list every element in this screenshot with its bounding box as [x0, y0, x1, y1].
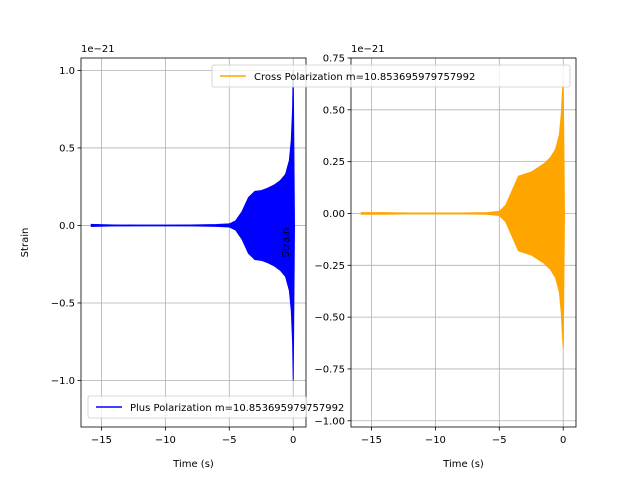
x-axis-label: Time (s): [442, 459, 484, 470]
y-tick-label: 0.5: [59, 143, 75, 154]
y-tick-label: 1.0: [59, 66, 75, 77]
y-ticks: −1.0 −0.5 0.0 0.5 1.0: [51, 66, 81, 387]
legend: Plus Polarization m=10.853695979757992: [87, 395, 344, 419]
x-tick-label: 0: [560, 435, 566, 446]
y-tick-label: −1.0: [51, 376, 75, 387]
axes-frame: [80, 57, 307, 428]
x-tick-label: −15: [361, 435, 382, 446]
y-tick-label: 0.75: [323, 54, 345, 65]
legend-box: [211, 64, 571, 88]
x-ticks: −15 −10 −5 0: [361, 427, 566, 446]
plus-polarization-axes: −15 −10 −5 0 −1.0 −0.5 0.0 0.5 1.0 Time (s) Str…: [20, 44, 344, 470]
y-tick-label: 0.25: [323, 157, 345, 168]
x-tick-label: −10: [425, 435, 446, 446]
legend-label-cross: Cross Polarization m=10.853695979757992: [254, 72, 475, 83]
x-tick-label: −15: [91, 435, 112, 446]
y-tick-label: 0.50: [323, 105, 345, 116]
y-axis-label: Strain: [20, 228, 31, 258]
y-axis-label: Strain: [281, 228, 292, 258]
y-tick-label: 0.0: [59, 221, 75, 232]
x-tick-label: −10: [155, 435, 176, 446]
y-tick-label: −1.00: [314, 416, 345, 427]
axes-frame: [350, 57, 577, 428]
y-ticks: −1.00 −0.75 −0.50 −0.25 0.00 0.25 0.50 0.75: [314, 54, 351, 427]
y-tick-label: −0.75: [314, 364, 345, 375]
y-offset-text: 1e−21: [351, 44, 385, 55]
x-axis-label: Time (s): [172, 459, 214, 470]
y-tick-label: −0.50: [314, 313, 345, 324]
x-tick-label: −5: [222, 435, 237, 446]
plot-area: [360, 78, 565, 349]
legend-box: [87, 395, 307, 419]
x-tick-label: −5: [492, 435, 507, 446]
plot-area: [90, 70, 295, 381]
legend-label-plus: Plus Polarization m=10.853695979757992: [130, 403, 344, 414]
legend: Cross Polarization m=10.853695979757992: [211, 64, 571, 88]
y-tick-label: −0.5: [51, 298, 75, 309]
y-tick-label: −0.25: [314, 261, 345, 272]
cross-polarization-axes: −15 −10 −5 0 −1.00 −0.75 −0.50 −0.25 0.00 0.25 0.…: [211, 44, 577, 470]
y-tick-label: 0.00: [323, 209, 345, 220]
x-tick-label: 0: [290, 435, 296, 446]
x-ticks: −15 −10 −5 0: [91, 427, 296, 446]
y-offset-text: 1e−21: [81, 44, 115, 55]
